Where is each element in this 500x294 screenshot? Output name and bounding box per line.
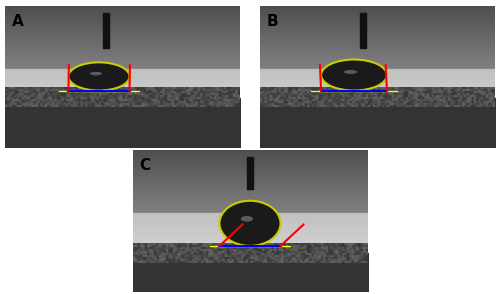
- Ellipse shape: [68, 62, 130, 91]
- Text: B: B: [267, 14, 278, 29]
- Text: C: C: [140, 158, 150, 173]
- Ellipse shape: [344, 70, 358, 74]
- Ellipse shape: [220, 201, 280, 246]
- Ellipse shape: [321, 59, 387, 91]
- Text: A: A: [12, 14, 24, 29]
- Ellipse shape: [241, 216, 253, 222]
- Ellipse shape: [90, 72, 102, 75]
